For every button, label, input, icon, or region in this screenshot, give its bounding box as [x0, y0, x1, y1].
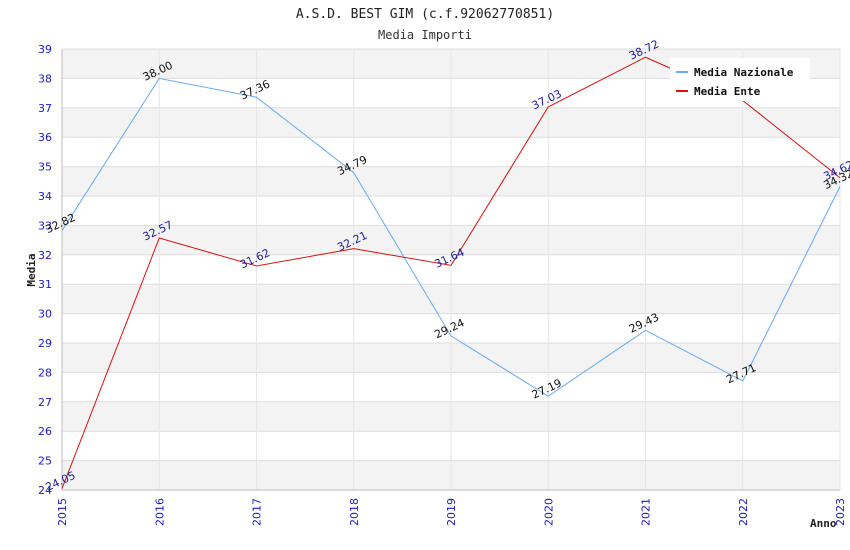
y-tick-label: 28: [38, 366, 52, 379]
y-tick-label: 39: [38, 43, 52, 56]
legend-label: Media Nazionale: [694, 66, 794, 79]
grid-bands: [61, 48, 841, 491]
y-axis-title: Media: [25, 253, 38, 286]
legend-box: [670, 58, 810, 101]
legend-label: Media Ente: [694, 85, 761, 98]
x-tick-labels: 2015 2016 2017 2018 2019 2020 2021 2022 2023: [56, 498, 847, 526]
y-tick-label: 33: [38, 219, 52, 232]
y-tick-label: 29: [38, 337, 52, 350]
x-tick-label: 2017: [251, 498, 264, 526]
y-tick-label: 30: [38, 308, 52, 321]
y-tick-label: 26: [38, 425, 52, 438]
series-line-media-nazionale: [61, 77, 841, 397]
y-tick-label: 31: [38, 278, 52, 291]
axes: [61, 49, 840, 491]
y-tick-label: 36: [38, 131, 52, 144]
x-axis-title: Anno: [810, 517, 837, 530]
y-tick-label: 32: [38, 249, 52, 262]
y-tick-labels: 24 25 26 27 28 29 30 31 32 33 34 35 36 37 38 39: [38, 43, 52, 497]
x-tick-label: 2015: [56, 498, 69, 526]
y-tick-label: 34: [38, 190, 52, 203]
x-tick-label: 2023: [834, 498, 847, 526]
y-tick-label: 27: [38, 396, 52, 409]
chart-subtitle: Media Importi: [378, 28, 472, 42]
x-tick-label: 2020: [542, 498, 555, 526]
x-tick-label: 2021: [640, 498, 653, 526]
y-tick-label: 38: [38, 72, 52, 85]
x-tick-label: 2018: [348, 498, 361, 526]
y-tick-label: 25: [38, 455, 52, 468]
x-tick-label: 2022: [737, 498, 750, 526]
y-tick-label: 24: [38, 484, 52, 497]
y-tick-label: 37: [38, 102, 52, 115]
chart-title: A.S.D. BEST GIM (c.f.92062770851): [296, 7, 554, 22]
x-tick-label: 2016: [153, 498, 166, 526]
legend: Media Nazionale Media Ente: [670, 58, 810, 101]
y-tick-label: 35: [38, 161, 52, 174]
x-tick-label: 2019: [445, 498, 458, 526]
